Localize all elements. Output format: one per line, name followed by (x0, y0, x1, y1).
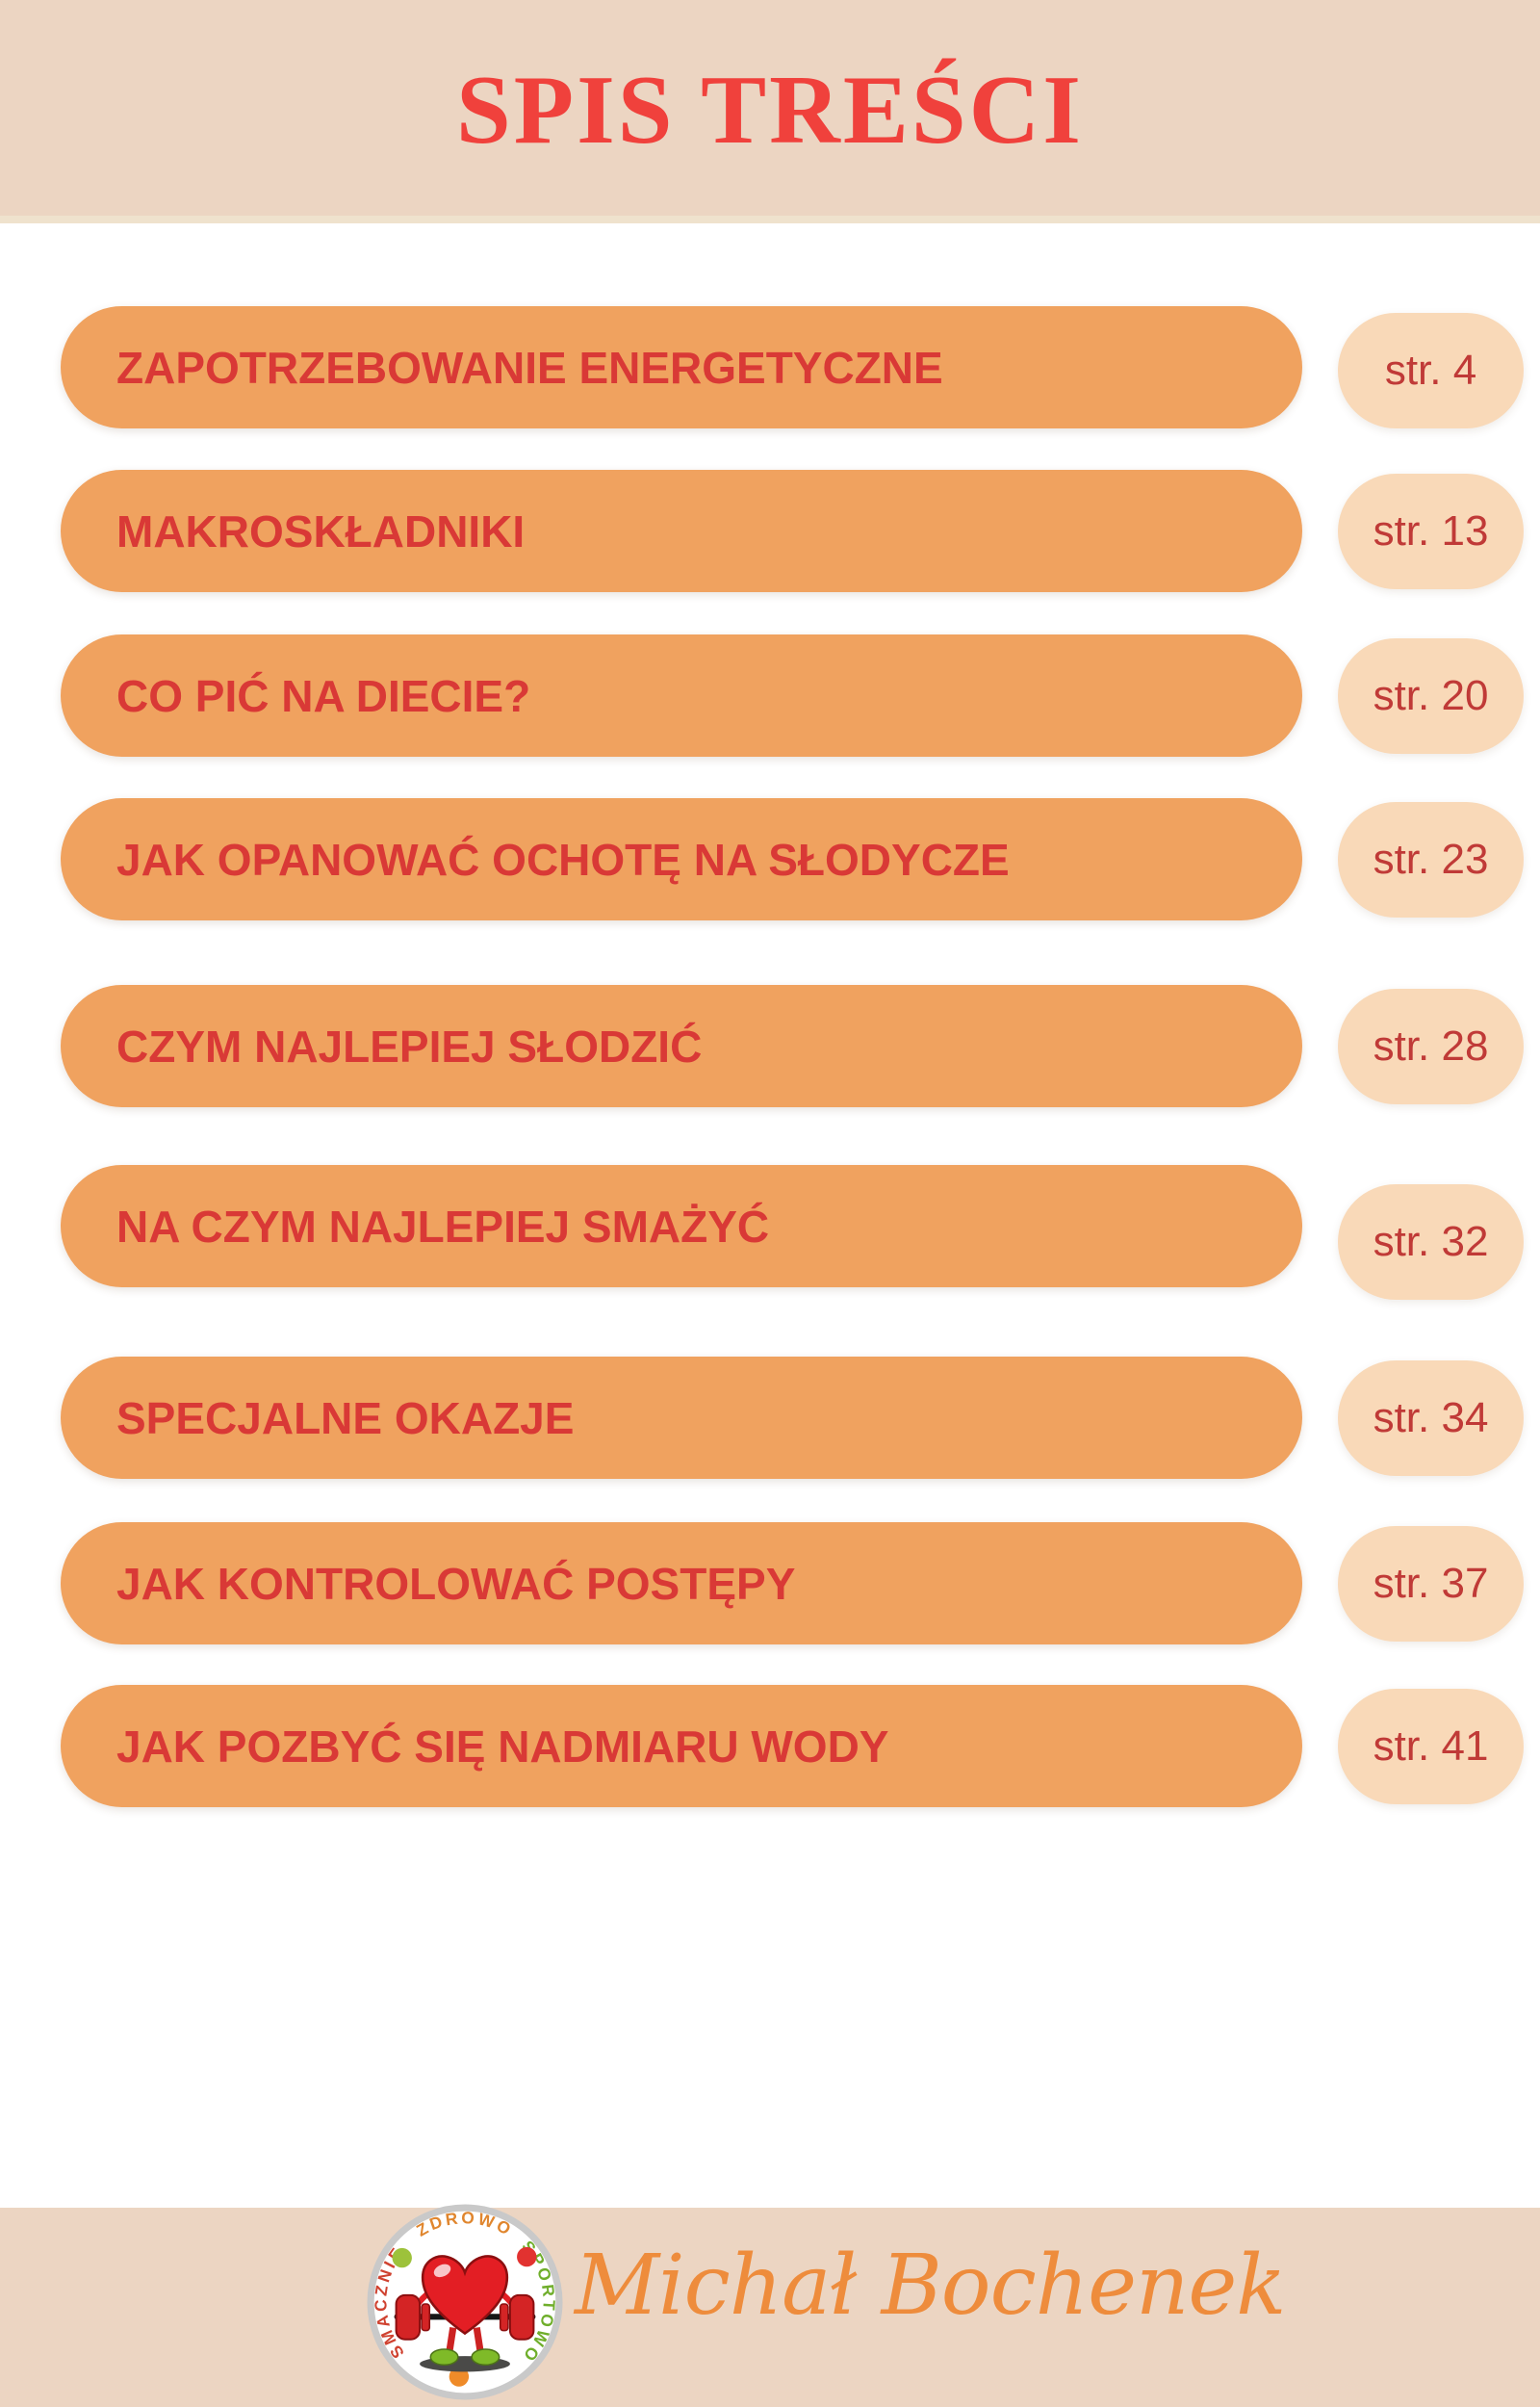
right-plate (508, 2293, 535, 2341)
toc-page-badge: str. 32 (1338, 1183, 1524, 1300)
toc-row: ZAPOTRZEBOWANIE ENERGETYCZNE str. 4 (61, 306, 1540, 428)
toc-row: CZYM NAJLEPIEJ SŁODZIĆ str. 28 (61, 985, 1540, 1107)
left-collar (421, 2303, 431, 2332)
toc-page-badge: str. 34 (1338, 1359, 1524, 1476)
heart-weightlifter-icon (394, 2255, 536, 2372)
brand-logo: ZDROWO SPORTOWO SMACZNIE (367, 2204, 563, 2400)
toc-list: ZAPOTRZEBOWANIE ENERGETYCZNE str. 4 MAKR… (0, 223, 1540, 1807)
toc-item-pill[interactable]: ZAPOTRZEBOWANIE ENERGETYCZNE (61, 306, 1302, 428)
header: SPIS TREŚCI (0, 0, 1540, 223)
toc-page-label: str. 13 (1373, 506, 1489, 555)
toc-item-label: SPECJALNE OKAZJE (116, 1392, 575, 1443)
toc-row: JAK POZBYĆ SIĘ NADMIARU WODY str. 41 (61, 1685, 1540, 1807)
right-shoe (471, 2348, 500, 2367)
toc-page-badge: str. 28 (1338, 988, 1524, 1104)
toc-item-pill[interactable]: JAK OPANOWAĆ OCHOTĘ NA SŁODYCZE (61, 798, 1302, 920)
orange-dot-icon (449, 2367, 470, 2387)
toc-item-pill[interactable]: MAKROSKŁADNIKI (61, 470, 1302, 592)
toc-item-pill[interactable]: CO PIĆ NA DIECIE? (61, 634, 1302, 757)
toc-item-label: JAK POZBYĆ SIĘ NADMIARU WODY (116, 1721, 889, 1772)
toc-page-label: str. 41 (1373, 1721, 1489, 1770)
toc-item-label: JAK KONTROLOWAĆ POSTĘPY (116, 1558, 796, 1609)
left-leg (446, 2326, 457, 2354)
toc-page-label: str. 20 (1373, 671, 1489, 719)
toc-page-label: str. 37 (1373, 1559, 1489, 1607)
toc-item-pill[interactable]: JAK POZBYĆ SIĘ NADMIARU WODY (61, 1685, 1302, 1807)
toc-page-label: str. 28 (1373, 1022, 1489, 1070)
toc-item-pill[interactable]: CZYM NAJLEPIEJ SŁODZIĆ (61, 985, 1302, 1107)
toc-page-badge: str. 37 (1338, 1525, 1524, 1642)
left-shoe (429, 2348, 459, 2367)
toc-page-badge: str. 13 (1338, 473, 1524, 589)
toc-item-label: ZAPOTRZEBOWANIE ENERGETYCZNE (116, 342, 943, 393)
author-name: Michał Bochenek (575, 2238, 1286, 2334)
toc-row: MAKROSKŁADNIKI str. 13 (61, 470, 1540, 592)
right-collar (499, 2303, 509, 2332)
toc-page-label: str. 23 (1373, 835, 1489, 883)
toc-page-badge: str. 41 (1338, 1688, 1524, 1804)
toc-item-label: CZYM NAJLEPIEJ SŁODZIĆ (116, 1021, 703, 1072)
toc-row: NA CZYM NAJLEPIEJ SMAŻYĆ str. 32 (61, 1165, 1540, 1300)
footer: ZDROWO SPORTOWO SMACZNIE Michał Bochene (0, 2204, 1540, 2407)
toc-page-badge: str. 20 (1338, 637, 1524, 754)
toc-page-label: str. 32 (1373, 1217, 1489, 1265)
toc-row: JAK KONTROLOWAĆ POSTĘPY str. 37 (61, 1522, 1540, 1644)
toc-item-label: JAK OPANOWAĆ OCHOTĘ NA SŁODYCZE (116, 834, 1010, 885)
red-dot-icon (517, 2246, 537, 2267)
toc-row: SPECJALNE OKAZJE str. 34 (61, 1357, 1540, 1479)
toc-page-label: str. 4 (1384, 346, 1477, 394)
toc-row: CO PIĆ NA DIECIE? str. 20 (61, 634, 1540, 757)
toc-item-pill[interactable]: NA CZYM NAJLEPIEJ SMAŻYĆ (61, 1165, 1302, 1287)
page-title: SPIS TREŚCI (456, 56, 1084, 165)
toc-item-label: MAKROSKŁADNIKI (116, 505, 526, 556)
logo-dots (392, 2246, 537, 2387)
toc-item-pill[interactable]: SPECJALNE OKAZJE (61, 1357, 1302, 1479)
toc-item-pill[interactable]: JAK KONTROLOWAĆ POSTĘPY (61, 1522, 1302, 1644)
right-leg (473, 2326, 484, 2354)
toc-item-label: NA CZYM NAJLEPIEJ SMAŻYĆ (116, 1201, 770, 1252)
toc-row: JAK OPANOWAĆ OCHOTĘ NA SŁODYCZE str. 23 (61, 798, 1540, 920)
toc-page-badge: str. 23 (1338, 801, 1524, 918)
toc-page-label: str. 34 (1373, 1393, 1489, 1441)
toc-item-label: CO PIĆ NA DIECIE? (116, 670, 531, 721)
toc-page-badge: str. 4 (1338, 312, 1524, 428)
heart-highlight (433, 2264, 451, 2278)
green-dot-icon (392, 2247, 412, 2268)
left-plate (395, 2293, 422, 2341)
